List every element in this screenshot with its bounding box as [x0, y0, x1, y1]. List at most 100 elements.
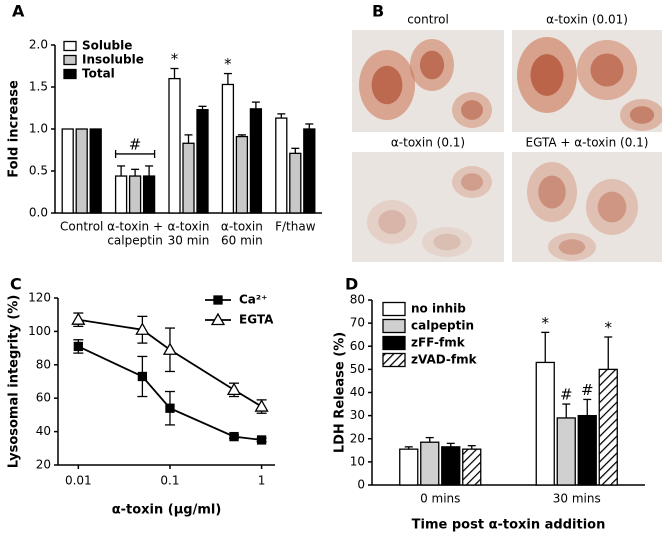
legend-swatch — [382, 318, 406, 334]
bar — [441, 446, 461, 486]
image-bg — [512, 152, 662, 262]
error-bar — [604, 336, 613, 370]
y-tick-label: 60 — [350, 339, 365, 353]
y-tick-label: 120 — [28, 291, 51, 305]
annotation: # — [581, 381, 594, 399]
marker — [73, 341, 83, 352]
y-tick-label: 80 — [36, 357, 51, 371]
cell-core — [378, 209, 406, 235]
x-tick-label: 60 min — [221, 234, 263, 248]
annotation: # — [129, 135, 142, 153]
annotation: * — [542, 314, 550, 332]
annotation: * — [171, 50, 179, 68]
micrograph — [512, 30, 662, 132]
y-tick-label: 1.0 — [29, 122, 48, 136]
bar — [399, 448, 419, 486]
y-tick-label: 0 — [357, 478, 365, 492]
bar — [462, 448, 482, 486]
cell-core — [461, 100, 483, 120]
y-axis-label: Lysosomal integrity (%) — [7, 295, 22, 469]
y-tick-label: 0.0 — [29, 206, 48, 220]
bar — [275, 117, 288, 214]
error-bar — [583, 398, 592, 416]
y-tick-label: 40 — [350, 385, 365, 399]
cell-core — [419, 50, 445, 80]
bar — [249, 108, 263, 214]
y-tick-label: 10 — [350, 454, 365, 468]
micrograph — [352, 30, 504, 132]
cell — [577, 40, 637, 100]
bar — [168, 77, 181, 214]
cell — [422, 227, 472, 257]
panel-label: C — [10, 275, 22, 294]
legend-swatch — [63, 40, 77, 52]
x-tick-label: 0 mins — [420, 492, 460, 506]
x-tick-label: α-toxin + — [107, 220, 163, 234]
cell-core — [558, 239, 586, 255]
bar — [598, 368, 618, 486]
y-tick-label: 0.5 — [29, 164, 48, 178]
marker — [213, 295, 223, 305]
legend-label: EGTA — [239, 313, 274, 327]
x-tick-label: 0.01 — [65, 474, 92, 488]
bar — [577, 414, 597, 486]
image-caption: control — [407, 13, 449, 27]
bar — [535, 361, 555, 486]
marker — [254, 399, 269, 412]
bar — [61, 128, 74, 214]
y-tick-label: 50 — [350, 362, 365, 376]
legend-label: zFF-fmk — [411, 336, 466, 350]
bar — [114, 175, 128, 214]
x-tick-label: 0.1 — [160, 474, 179, 488]
y-tick-label: 20 — [350, 431, 365, 445]
legend-swatch — [63, 54, 77, 66]
cell — [527, 162, 577, 222]
x-tick-label: 30 min — [168, 234, 210, 248]
image-caption: α-toxin (0.01) — [546, 13, 628, 27]
y-tick-label: 1.5 — [29, 80, 48, 94]
legend-swatch — [63, 68, 77, 80]
bar — [289, 152, 302, 214]
x-tick-label: F/thaw — [275, 220, 316, 234]
cell-core — [433, 233, 461, 251]
marker — [226, 382, 242, 396]
marker — [229, 431, 239, 442]
bar — [196, 109, 209, 214]
x-tick-label: α-toxin — [168, 220, 210, 234]
x-tick-label: calpeptin — [107, 234, 163, 248]
legend-swatch — [382, 301, 406, 317]
image-caption: α-toxin (0.1) — [391, 136, 465, 150]
panel-label: A — [12, 2, 25, 21]
bar — [182, 142, 195, 214]
bar — [221, 83, 235, 214]
legend-label: zVAD-fmk — [411, 353, 478, 367]
legend-label: Ca²⁺ — [239, 293, 268, 307]
marker — [71, 312, 86, 325]
bar — [235, 135, 249, 214]
legend-label: Soluble — [82, 39, 132, 53]
marker — [162, 342, 178, 355]
cell-core — [461, 173, 483, 191]
error-bar — [541, 331, 550, 363]
x-tick-label: 30 mins — [553, 492, 601, 506]
marker — [210, 312, 226, 326]
cell-core — [597, 191, 627, 223]
cell-core — [530, 54, 564, 96]
marker — [256, 435, 267, 445]
marker — [165, 403, 175, 413]
bar — [89, 128, 102, 214]
bar — [75, 128, 88, 214]
y-axis-label: Fold increase — [7, 80, 22, 178]
legend-swatch — [382, 352, 406, 368]
legend-label: Insoluble — [82, 53, 144, 67]
bar — [556, 417, 576, 486]
y-axis-label: LDH Release (%) — [333, 332, 348, 453]
bar — [303, 128, 316, 214]
y-tick-label: 30 — [350, 408, 365, 422]
image-bg — [352, 152, 504, 262]
error-bar — [562, 403, 571, 418]
annotation: # — [560, 386, 573, 404]
annotation: * — [224, 55, 232, 73]
micrograph — [352, 152, 504, 262]
